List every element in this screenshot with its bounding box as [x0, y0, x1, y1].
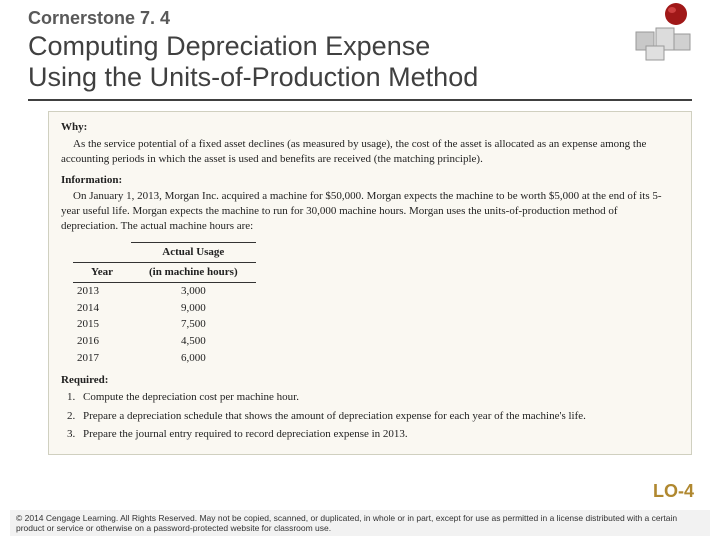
info-heading: Information: [61, 173, 675, 188]
required-item: 1.Compute the depreciation cost per mach… [67, 390, 675, 405]
table-row: 20157,500 [73, 316, 256, 333]
usage-table: Actual Usage Year (in machine hours) 201… [73, 242, 256, 367]
required-item: 2.Prepare a depreciation schedule that s… [67, 409, 675, 424]
required-heading: Required: [61, 373, 675, 388]
title-underline [28, 99, 692, 101]
learning-objective-label: LO-4 [653, 481, 694, 502]
info-text: On January 1, 2013, Morgan Inc. acquired… [61, 189, 675, 234]
slide-header: Cornerstone 7. 4 Computing Depreciation … [0, 0, 720, 93]
table-header-usage: Actual Usage [131, 243, 256, 263]
corner-decoration [626, 2, 696, 62]
copyright-footer: © 2014 Cengage Learning. All Rights Rese… [10, 510, 710, 536]
table-row: 20149,000 [73, 300, 256, 317]
table-header-year: Year [73, 262, 131, 282]
required-list: 1.Compute the depreciation cost per mach… [67, 390, 675, 443]
content-box: Why: As the service potential of a fixed… [48, 111, 692, 455]
why-text: As the service potential of a fixed asse… [61, 137, 675, 167]
required-item: 3.Prepare the journal entry required to … [67, 427, 675, 442]
table-row: 20176,000 [73, 350, 256, 367]
why-heading: Why: [61, 120, 675, 135]
table-header-hours: (in machine hours) [131, 262, 256, 282]
slide-title: Computing Depreciation Expense Using the… [28, 31, 692, 93]
cornerstone-label: Cornerstone 7. 4 [28, 8, 692, 29]
table-row: 20133,000 [73, 282, 256, 299]
table-row: 20164,500 [73, 333, 256, 350]
